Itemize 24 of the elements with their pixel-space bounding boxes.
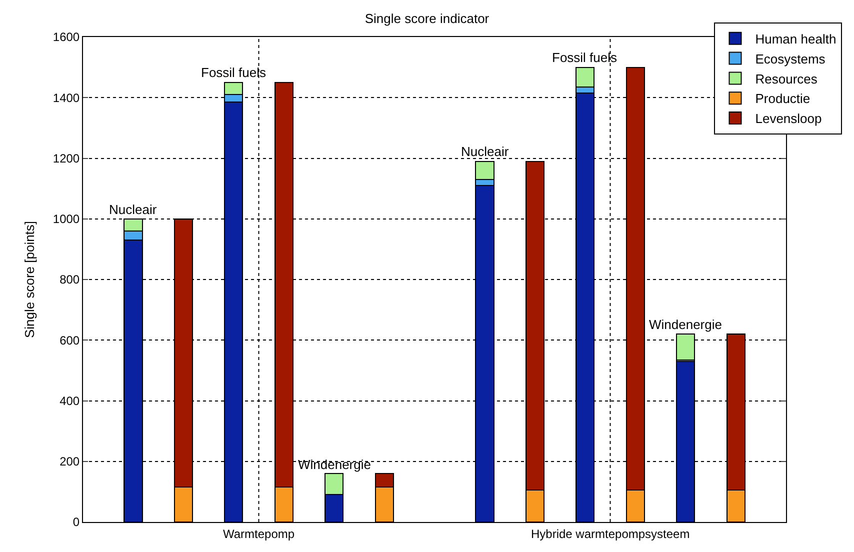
annotation: Nucleair [109, 202, 158, 217]
y-tick-label: 0 [72, 515, 80, 530]
annotation: Fossil fuels [201, 65, 267, 80]
y-axis-title: Single score [points] [22, 220, 37, 338]
text: Hybride warmtepompsysteem [531, 527, 690, 541]
annotation: Nucleair [461, 144, 510, 159]
legend-label: Resources [755, 71, 818, 86]
annotation: Windenergie [298, 457, 371, 472]
y-tick-label: 1600 [52, 30, 80, 44]
annotation: Windenergie [649, 317, 722, 332]
y-tick-label: 800 [60, 272, 80, 287]
chart-title: Single score indicator [364, 10, 490, 26]
y-tick-label: 1000 [52, 212, 80, 226]
y-tick-label: 1400 [52, 90, 80, 105]
legend-label: Ecosystems [755, 51, 826, 66]
legend-label: Human health [755, 31, 836, 46]
y-tick-label: 600 [60, 333, 80, 348]
y-tick-label: 1200 [52, 151, 80, 166]
y-tick-label: 400 [60, 394, 80, 408]
text: Warmtepomp [223, 527, 295, 541]
legend-label: Levensloop [755, 111, 822, 126]
annotation: Fossil fuels [552, 50, 618, 65]
y-tick-label: 200 [60, 454, 80, 469]
legend-label: Productie [755, 91, 810, 106]
